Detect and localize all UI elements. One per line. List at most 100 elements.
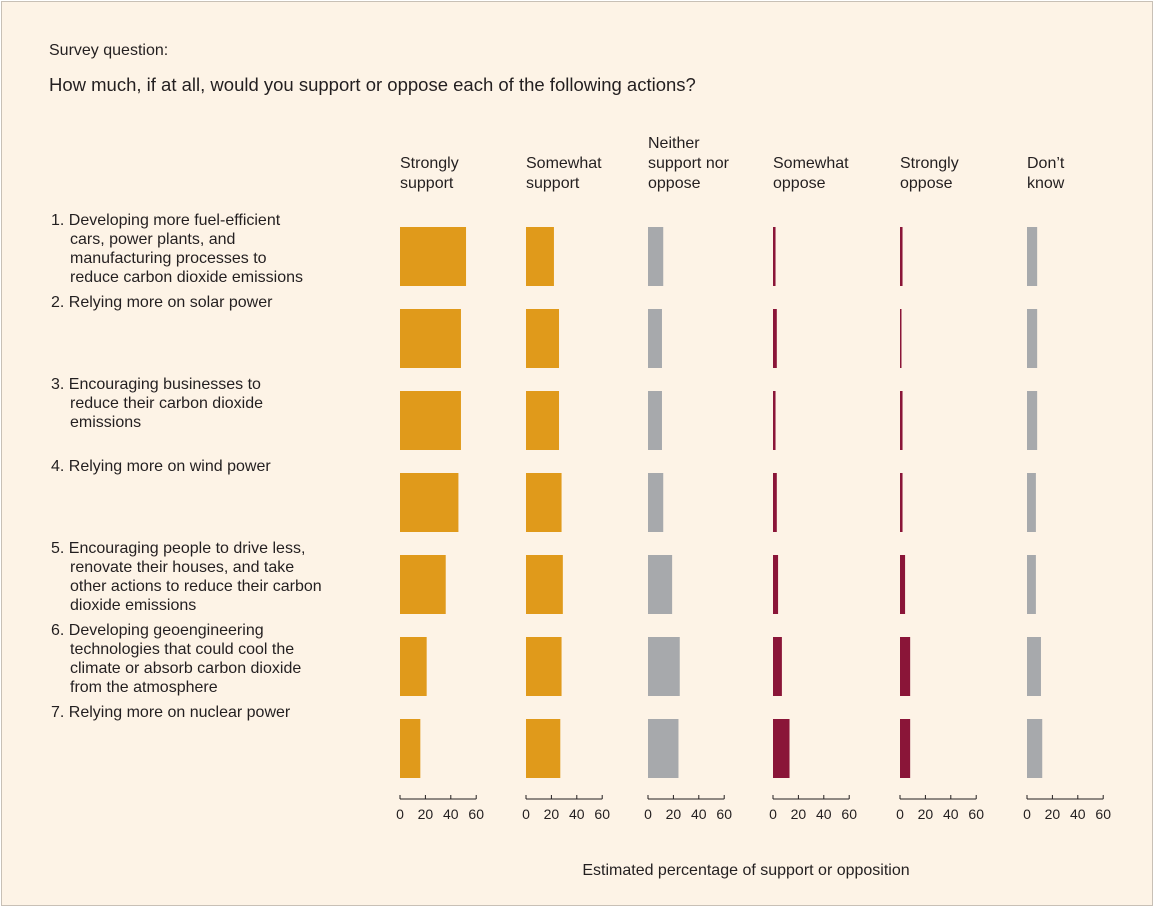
x-tick-label: 20 [418,806,434,822]
bar [1027,637,1041,696]
x-tick-label: 60 [841,806,857,822]
x-tick-label: 0 [644,806,652,822]
column-header-line: support [400,175,454,192]
x-tick-label: 20 [918,806,934,822]
x-tick-label: 60 [968,806,984,822]
x-axis-label: Estimated percentage of support or oppos… [582,862,909,879]
column-header-line: Somewhat [526,155,602,172]
row-label-line: reduce carbon dioxide emissions [70,269,303,286]
row-label-line: from the atmosphere [70,679,218,696]
x-tick-label: 20 [666,806,682,822]
column-header-line: Don’t [1027,155,1065,172]
bar [1027,555,1036,614]
x-tick-label: 60 [1095,806,1111,822]
bar [1027,391,1037,450]
bar [773,227,776,286]
column-header-line: oppose [900,175,953,192]
bar [526,391,559,450]
x-tick-label: 40 [691,806,707,822]
bar [648,719,678,778]
bar [648,309,662,368]
bar [900,719,910,778]
x-tick-label: 0 [769,806,777,822]
bar [900,555,905,614]
x-tick-label: 0 [396,806,404,822]
bar [400,555,446,614]
x-tick-label: 60 [468,806,484,822]
bar [900,391,903,450]
bar [400,391,461,450]
bar [773,309,777,368]
bar [773,473,777,532]
column-header-line: oppose [648,175,701,192]
row-label-line: emissions [70,414,141,431]
x-tick-label: 20 [791,806,807,822]
row-label-line: 4. Relying more on wind power [51,458,271,475]
bar [1027,473,1036,532]
x-tick-label: 40 [443,806,459,822]
x-tick-label: 40 [1070,806,1086,822]
bar [648,555,672,614]
bar [648,227,663,286]
bar [900,309,902,368]
row-label-line: other actions to reduce their carbon [70,578,322,595]
row-labels: 1. Developing more fuel-efficient cars, p… [51,212,322,721]
row-label-line: 7. Relying more on nuclear power [51,704,291,721]
column-header-line: Somewhat [773,155,849,172]
column-header-line: support [526,175,580,192]
column-header-line: Strongly [900,155,959,172]
column-header-line: support nor [648,155,730,172]
row-label-line: dioxide emissions [70,597,196,614]
column-header-line: Strongly [400,155,459,172]
bar [648,391,662,450]
x-tick-label: 0 [522,806,530,822]
bar [648,637,680,696]
bar [400,227,466,286]
bar [526,719,560,778]
bar [526,473,562,532]
bar [773,391,776,450]
row-label-line: 1. Developing more fuel-efficient [51,212,281,229]
bar [400,309,461,368]
row-label-line: reduce their carbon dioxide [70,395,263,412]
bar [773,555,778,614]
bar [1027,719,1042,778]
bar [526,637,562,696]
x-tick-label: 40 [943,806,959,822]
column-header-line: know [1027,175,1065,192]
bar [773,637,782,696]
row-label-line: renovate their houses, and take [70,559,294,576]
survey-question: How much, if at all, would you support o… [49,74,696,95]
column-headers: Strongly support Somewhat support Neither sup… [400,135,1065,192]
bar [526,555,563,614]
x-axes: 0 20 40 60 0 20 40 60 0 20 40 60 0 20 40 60 0 20 40 60 0 20 40… [396,795,1111,822]
bar [900,227,903,286]
bar [900,637,910,696]
bar [526,227,554,286]
x-tick-label: 60 [594,806,610,822]
column-header-line: Neither [648,135,700,152]
bars [400,227,1042,778]
row-label-line: 3. Encouraging businesses to [51,376,261,393]
x-tick-label: 40 [816,806,832,822]
x-tick-label: 20 [1045,806,1061,822]
row-label-line: technologies that could cool the [70,641,294,658]
row-label-line: 2. Relying more on solar power [51,294,273,311]
row-label-line: 6. Developing geoengineering [51,622,264,639]
column-header-line: oppose [773,175,826,192]
bar [900,473,903,532]
row-label-line: manufacturing processes to [70,250,267,267]
bar [648,473,663,532]
bar [1027,227,1037,286]
x-tick-label: 0 [896,806,904,822]
bar [400,637,427,696]
x-tick-label: 40 [569,806,585,822]
row-label-line: 5. Encouraging people to drive less, [51,540,305,557]
bar [400,719,420,778]
x-tick-label: 60 [716,806,732,822]
row-label-line: cars, power plants, and [70,231,235,248]
survey-label: Survey question: [49,42,168,59]
x-tick-label: 0 [1023,806,1031,822]
bar [400,473,458,532]
